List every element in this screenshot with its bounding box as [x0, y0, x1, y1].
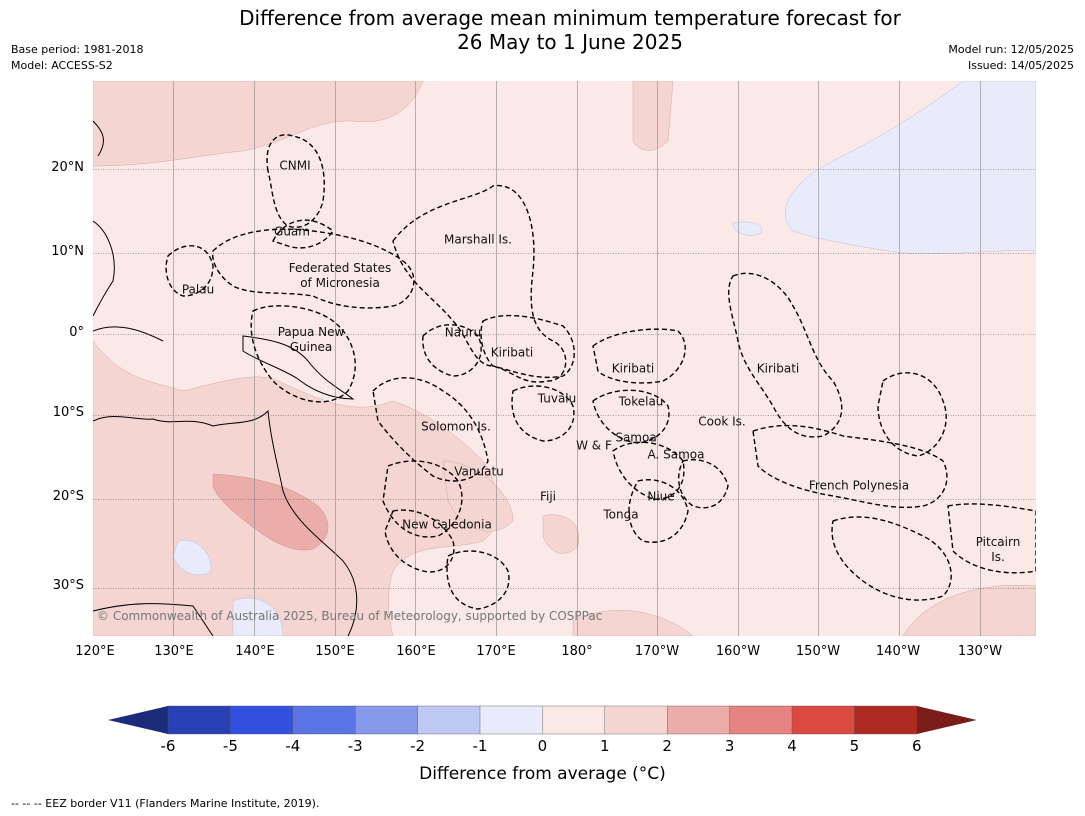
region-label: Tokelau: [618, 394, 664, 409]
title-line-1: Difference from average mean minimum tem…: [239, 6, 901, 30]
colorbar-segment: [791, 705, 856, 735]
longitude-label: 160°W: [715, 644, 761, 659]
region-label: Palau: [181, 282, 215, 297]
longitude-label: 130°E: [154, 644, 194, 659]
colorbar-tick: -6: [160, 737, 176, 755]
colorbar-extend-low: [108, 706, 168, 734]
region-label: Kiribati: [490, 345, 534, 360]
region-label: Cook Is.: [698, 414, 746, 429]
model-name: Model: ACCESS-S2: [11, 59, 113, 72]
region-label: New Caledonia: [402, 517, 492, 532]
run-info: Model run: 12/05/2025 Issued: 14/05/2025: [948, 42, 1074, 74]
region-label: Guam: [274, 224, 310, 239]
region-label: Federated States of Micronesia: [288, 261, 392, 290]
colorbar-segment: [667, 705, 731, 735]
colorbar-segment: [354, 705, 419, 735]
region-label: Solomon Is.: [421, 419, 491, 434]
colorbar: [108, 705, 977, 735]
longitude-label: 140°W: [875, 644, 921, 659]
model-run: Model run: 12/05/2025: [948, 43, 1074, 56]
eez-footnote: -- -- -- EEZ border V11 (Flanders Marine…: [11, 797, 320, 810]
coastlines: [93, 120, 358, 636]
region-label: Vanuatu: [454, 464, 504, 479]
region-label: CNMI: [279, 158, 311, 173]
anomaly-zones-negative: [172, 81, 1036, 636]
region-label: Fiji: [539, 489, 557, 504]
colorbar-segment: [854, 705, 918, 735]
longitude-label: 150°W: [795, 644, 841, 659]
colorbar-tick: 6: [912, 737, 922, 755]
longitude-label: 180°: [561, 644, 593, 659]
colorbar-segment: [417, 705, 481, 735]
longitude-label: 160°E: [396, 644, 436, 659]
colorbar-tick: 3: [724, 737, 735, 755]
latitude-label: 20°S: [52, 489, 84, 504]
region-label: Kiribati: [611, 361, 655, 376]
base-period: Base period: 1981-2018: [11, 43, 144, 56]
anomaly-map[interactable]: [93, 81, 1036, 636]
colorbar-tick: -3: [347, 737, 363, 755]
region-label: Tuvalu: [537, 391, 577, 406]
latitude-label: 10°S: [52, 405, 84, 420]
colorbar-segment: [230, 705, 294, 735]
region-label: A. Samoa: [647, 447, 705, 462]
colorbar-tick: 0: [537, 737, 548, 755]
title-line-2: 26 May to 1 June 2025: [457, 30, 683, 54]
anomaly-zones-2-3: [212, 473, 329, 551]
latitude-label: 10°N: [51, 244, 84, 259]
chart-title: Difference from average mean minimum tem…: [0, 6, 1085, 54]
issued-date: Issued: 14/05/2025: [967, 59, 1074, 72]
longitude-label: 170°W: [634, 644, 680, 659]
colorbar-tick: 5: [849, 737, 860, 755]
colorbar-extend-high: [916, 706, 977, 734]
longitude-label: 140°E: [235, 644, 275, 659]
copyright-notice: © Commonwealth of Australia 2025, Bureau…: [97, 609, 603, 623]
colorbar-label: Difference from average (°C): [419, 764, 666, 784]
latitude-label: 20°N: [51, 160, 84, 175]
longitude-label: 120°E: [75, 644, 115, 659]
region-label: French Polynesia: [808, 478, 910, 493]
region-label: Marshall Is.: [444, 232, 512, 247]
region-label: W & F: [576, 438, 612, 453]
region-label: Papua New Guinea: [277, 325, 345, 354]
colorbar-tick: -2: [410, 737, 426, 755]
longitude-label: 150°E: [315, 644, 355, 659]
colorbar-segment: [729, 705, 793, 735]
region-label: Pitcairn Is.: [975, 535, 1021, 564]
model-info: Base period: 1981-2018 Model: ACCESS-S2: [11, 42, 143, 74]
region-label: Niue: [647, 489, 675, 504]
latitude-label: 30°S: [52, 578, 84, 593]
colorbar-segment: [542, 705, 606, 735]
graticule: [173, 81, 981, 636]
region-label: Tonga: [603, 507, 639, 522]
colorbar-segment: [479, 705, 544, 735]
latitude-label: 0°: [69, 325, 84, 340]
colorbar-tick: 4: [787, 737, 797, 755]
longitude-label: 170°E: [476, 644, 516, 659]
colorbar-segment: [604, 705, 668, 735]
region-label: Samoa: [615, 430, 657, 445]
longitude-label: 130°W: [957, 644, 1003, 659]
region-label: Kiribati: [756, 361, 800, 376]
colorbar-tick: 1: [600, 737, 610, 755]
region-label: Nauru: [444, 325, 482, 340]
colorbar-tick: -5: [222, 737, 238, 755]
colorbar-tick: -1: [472, 737, 488, 755]
colorbar-segment: [167, 705, 232, 735]
colorbar-tick: -4: [285, 737, 301, 755]
eez-borders: [165, 134, 1036, 610]
colorbar-tick: 2: [662, 737, 672, 755]
colorbar-segment: [292, 705, 356, 735]
